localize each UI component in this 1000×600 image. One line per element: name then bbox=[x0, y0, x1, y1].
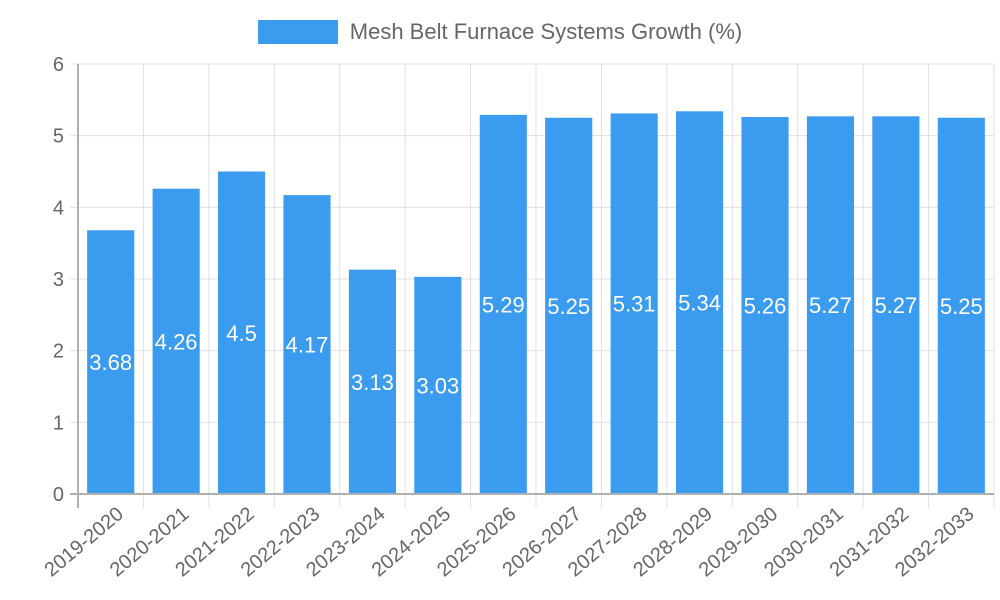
bar-value-label: 5.34 bbox=[678, 291, 721, 316]
bar-value-label: 5.27 bbox=[874, 293, 917, 318]
bar-value-label: 3.03 bbox=[416, 373, 459, 398]
bar[interactable] bbox=[937, 117, 985, 494]
bar[interactable] bbox=[348, 269, 396, 494]
bar[interactable] bbox=[872, 116, 920, 495]
y-tick-label: 2 bbox=[53, 341, 64, 363]
bar[interactable] bbox=[218, 171, 266, 495]
bar-value-label: 5.26 bbox=[744, 294, 787, 319]
bar[interactable] bbox=[152, 188, 200, 494]
bar-value-label: 3.68 bbox=[89, 350, 132, 375]
bar-value-label: 4.5 bbox=[226, 321, 257, 346]
bar[interactable] bbox=[87, 230, 135, 494]
legend-swatch bbox=[257, 20, 338, 44]
y-tick-label: 3 bbox=[53, 269, 64, 291]
bar-value-label: 4.17 bbox=[286, 333, 329, 358]
bar-value-label: 5.29 bbox=[482, 292, 525, 317]
y-tick-label: 4 bbox=[53, 197, 64, 219]
chart-legend[interactable]: Mesh Belt Furnace Systems Growth (%) bbox=[0, 18, 1000, 46]
bar-value-label: 4.26 bbox=[155, 329, 198, 354]
bar[interactable] bbox=[676, 111, 724, 495]
bars bbox=[87, 111, 985, 495]
legend-label: Mesh Belt Furnace Systems Growth (%) bbox=[349, 19, 743, 44]
bar[interactable] bbox=[283, 195, 331, 494]
bar[interactable] bbox=[479, 114, 527, 494]
axes bbox=[70, 64, 994, 508]
bar[interactable] bbox=[545, 117, 593, 494]
y-tick-label: 5 bbox=[53, 126, 64, 148]
bar[interactable] bbox=[610, 113, 658, 494]
bar[interactable] bbox=[806, 116, 854, 495]
bar-value-label: 5.25 bbox=[547, 294, 590, 319]
y-tick-label: 0 bbox=[53, 484, 64, 506]
bar-value-label: 5.27 bbox=[809, 293, 852, 318]
grid-lines bbox=[70, 63, 995, 508]
bar-value-label: 5.31 bbox=[613, 292, 656, 317]
y-tick-label: 6 bbox=[53, 54, 64, 76]
bar[interactable] bbox=[741, 117, 789, 495]
bar[interactable] bbox=[414, 276, 462, 494]
bar-value-label: 5.25 bbox=[940, 294, 983, 319]
bar-value-label: 3.13 bbox=[351, 370, 394, 395]
y-tick-label: 1 bbox=[53, 412, 64, 434]
